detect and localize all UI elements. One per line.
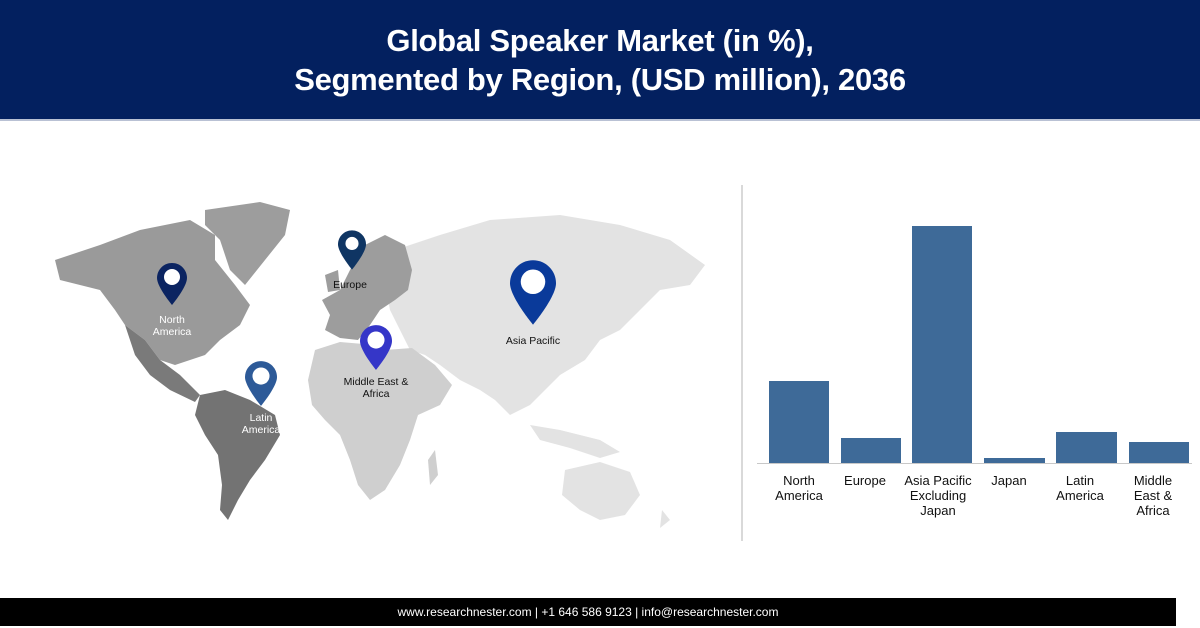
x-tick-label: Europe [825,473,905,488]
title-line-1: Global Speaker Market (in %), [386,22,814,58]
x-tick-line: Asia Pacific [904,473,972,488]
map-pin-icon[interactable] [360,325,392,370]
x-tick-label: Japan [969,473,1049,488]
map-pin-icon[interactable] [510,260,556,325]
x-axis-line [757,463,1192,464]
africa-landmass [308,342,418,500]
x-tick-line: Latin [1065,473,1095,488]
south-america-landmass [195,390,280,520]
pin-label-line: Africa [362,388,390,400]
north-america-landmass [55,220,250,365]
title-banner: Global Speaker Market (in %), Segmented … [0,0,1200,121]
x-tick-line: Japan [991,473,1027,488]
bar-europe [841,438,901,463]
pin-label-line: America [241,424,281,436]
x-tick-line: North [783,473,815,488]
x-tick-label: Middle East & Africa [1113,473,1193,518]
x-tick-label: North America [759,473,839,503]
panel-divider [741,185,743,541]
world-map: North America Europe Asia Pacific Middle… [40,190,720,530]
map-pin-icon[interactable] [157,263,187,305]
x-tick-line: America [1056,488,1104,503]
pin-label-asia-pacific: Asia Pacific [493,335,573,347]
pin-label-latin-america: Latin America [236,412,286,436]
x-tick-line: Excluding [909,488,967,503]
footer-contact-text: www.researchnester.com | +1 646 586 9123… [397,605,779,619]
bar-north-america [769,381,829,463]
world-map-graphic [55,202,705,528]
pin-label-line: Asia Pacific [505,335,561,347]
pin-label-line: America [152,326,192,338]
asia-landmass [385,215,705,415]
pin-label-line: Europe [333,279,367,291]
se-asia-islands [530,425,620,458]
bar-japan [984,458,1045,463]
pin-label-europe: Europe [325,279,375,291]
pin-label-middle-east-africa: Middle East & Africa [331,376,421,400]
bar-middle-east-africa [1129,442,1189,463]
pin-label-north-america: North America [147,314,197,338]
x-tick-line: East & [1133,488,1173,503]
map-pin-icon[interactable] [338,230,366,270]
central-america-landmass [125,325,200,402]
x-tick-label: Latin America [1040,473,1120,503]
greenland-landmass [205,202,290,285]
footer-bar: www.researchnester.com | +1 646 586 9123… [0,598,1176,626]
title-line-2: Segmented by Region, (USD million), 2036 [294,61,906,97]
map-pin-icon[interactable] [245,361,277,406]
x-tick-line: Africa [1136,503,1170,518]
x-tick-line: America [775,488,823,503]
bar-chart: North America Europe Asia Pacific Exclud… [755,200,1195,540]
australia-landmass [562,462,640,520]
pin-label-line: Middle East & [343,376,409,388]
x-tick-line: Middle [1133,473,1173,488]
bar-latin-america [1056,432,1117,463]
x-tick-label: Asia Pacific Excluding Japan [898,473,978,518]
x-tick-line: Europe [844,473,886,488]
pin-label-line: Latin [249,412,273,424]
pin-label-line: North [159,314,185,326]
europe-landmass [322,235,412,340]
x-tick-line: Japan [920,503,956,518]
bar-asia-pacific-excluding-japan [912,226,972,463]
